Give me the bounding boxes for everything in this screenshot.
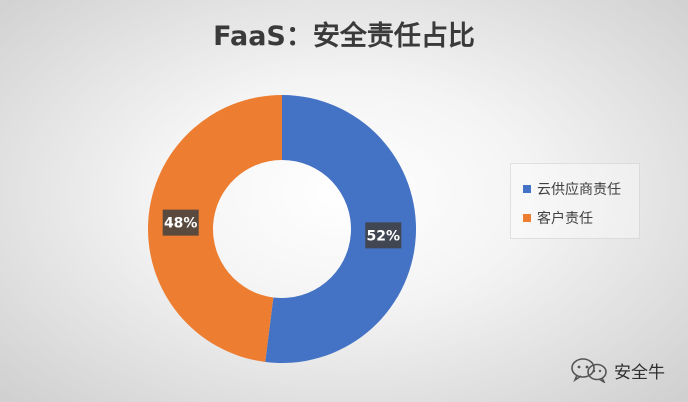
data-label-text: 48%	[164, 216, 198, 232]
data-label-text: 52%	[367, 228, 401, 244]
legend-label: 云供应商责任	[537, 181, 621, 198]
legend-swatch-cloud-provider	[523, 184, 531, 193]
chart-legend: 云供应商责任 客户责任	[510, 163, 640, 239]
legend-label: 客户责任	[537, 210, 593, 227]
data-label-box	[162, 209, 199, 236]
watermark: 安全牛	[568, 357, 665, 383]
data-label-box	[365, 222, 402, 249]
legend-item-customer: 客户责任	[523, 203, 639, 232]
data-label-customer: 48%	[162, 209, 199, 236]
wechat-icon	[571, 358, 607, 383]
legend-swatch-customer	[523, 213, 531, 222]
donut-slice-cloud-provider	[265, 95, 417, 363]
legend-item-cloud-provider: 云供应商责任	[523, 174, 639, 203]
donut-slice-customer	[148, 95, 282, 362]
data-label-cloud-provider: 52%	[365, 222, 402, 249]
chart-title: FaaS：安全责任占比	[213, 21, 475, 52]
watermark-text: 安全牛	[614, 362, 665, 383]
